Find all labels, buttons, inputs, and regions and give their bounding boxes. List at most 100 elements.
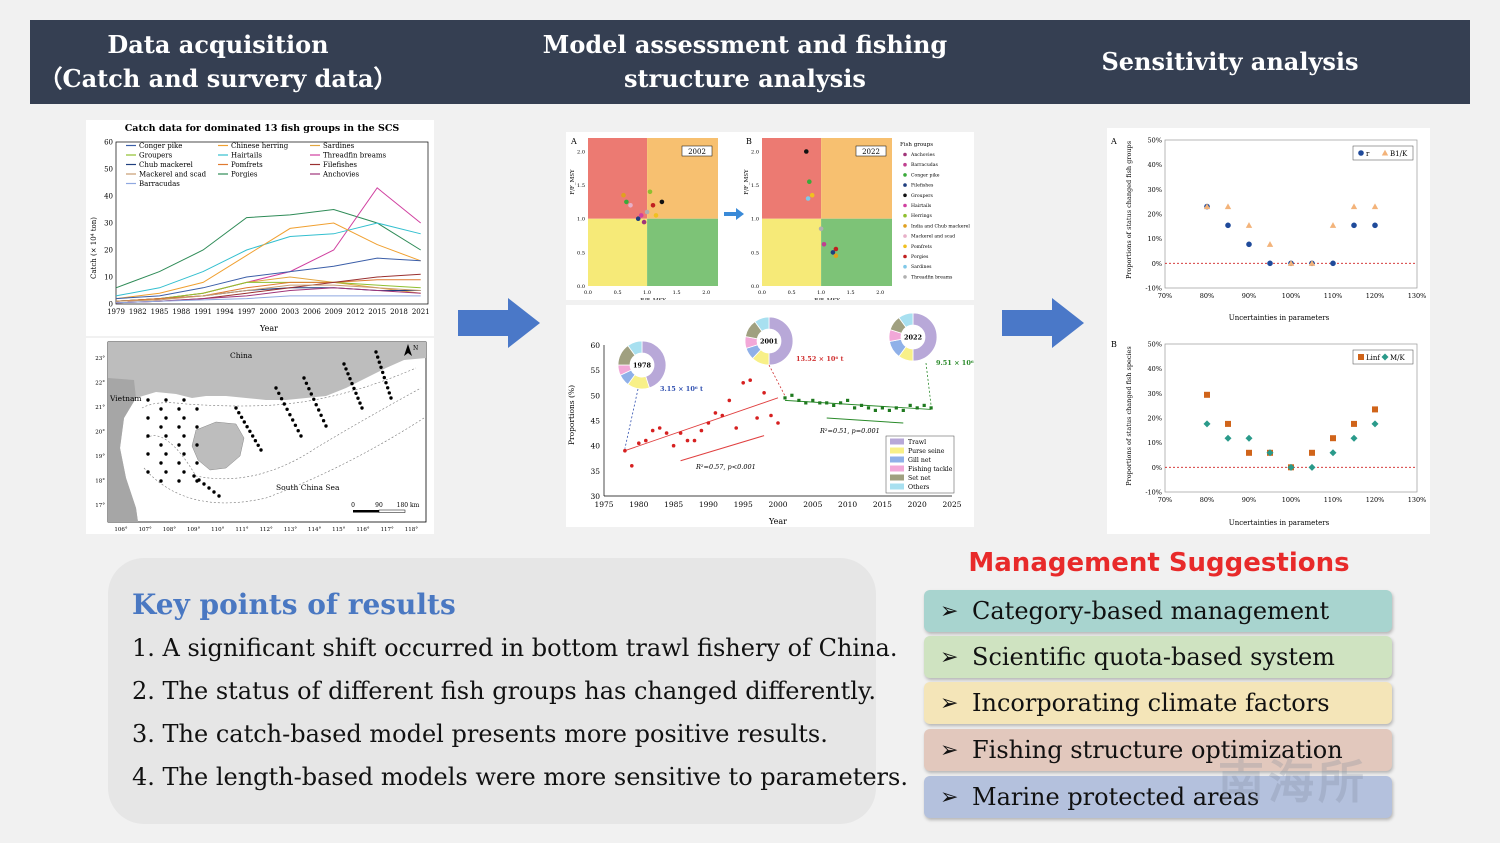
sens-xtick-label: 130% (1408, 496, 1427, 504)
chevron-icon: ➢ (940, 644, 959, 670)
prop-legend-label: Others (908, 484, 929, 491)
survey-station (379, 365, 383, 369)
donut-connector-1 (624, 388, 639, 449)
sens-marker-mk (1371, 420, 1379, 428)
survey-station (242, 420, 246, 424)
kobe-ytick-label: 1.0 (751, 217, 759, 223)
sensitivity-charts: A B Proportions of status changed fish g… (1110, 137, 1427, 528)
sens-a-xlabel: Uncertainties in parameters (1229, 314, 1330, 322)
prop-point-late (818, 401, 822, 405)
key-points-title: Key points of results (132, 588, 456, 621)
kobe-xtick-label: 0.5 (788, 290, 796, 296)
survey-station (195, 425, 199, 429)
survey-station (354, 391, 358, 395)
kobe-xtick-label: 1.5 (847, 290, 855, 296)
survey-station (182, 398, 186, 402)
survey-station (324, 424, 328, 428)
survey-station (346, 372, 350, 376)
survey-station (342, 362, 346, 366)
survey-station (164, 416, 168, 420)
survey-station (304, 381, 309, 385)
suggestion-quota: ➢ Scientific quota-based system (924, 636, 1392, 678)
kobe-point (818, 226, 824, 232)
sens-b-xlabel: Uncertainties in parameters (1229, 519, 1330, 527)
mainland-china (108, 342, 426, 522)
kobe-xtick-label: 2.0 (876, 290, 884, 296)
key-point-4: 4. The length-based models were more sen… (132, 763, 908, 791)
survey-station (389, 396, 393, 400)
donut-slice (627, 340, 643, 356)
catch-xtick-label: 1982 (129, 308, 147, 316)
sens-panel-a-label: A (1110, 137, 1117, 146)
kobe-xtick-label: 0.0 (758, 290, 766, 296)
donut-slice (898, 312, 914, 328)
header-data-acquisition: Data acquisition （Catch and survery data） (30, 20, 406, 104)
survey-station (312, 397, 316, 401)
suggestion-label: Scientific quota-based system (972, 643, 1335, 671)
survey-station (293, 423, 298, 427)
sens-marker-mk (1245, 434, 1253, 442)
trawl-proportion-chart: Proportions (%) Year 30 35 40 45 50 55 60 1975 1… (567, 312, 979, 526)
catch-chart-title: Catch data for dominated 13 fish groups … (125, 123, 400, 134)
map-lat-label: 17° (95, 503, 105, 509)
kobe-plots: A B 2002 0.0 0.5 1.0 1.5 2.0 0.0 0.5 1.0 1.5 2.0 B/… (570, 137, 970, 304)
kobe-xtick-label: 2.0 (702, 290, 710, 296)
scale-label-180: 180 km (397, 502, 420, 509)
survey-station (256, 443, 260, 447)
sens-marker-b1k (1350, 203, 1358, 210)
sens-marker-linf (1372, 406, 1378, 413)
kobe-xlabel: B/B_MSY (640, 298, 666, 300)
management-title: Management Suggestions (968, 548, 1350, 578)
sens-legend-label: B1/K (1390, 150, 1408, 158)
donut-year-label: 1978 (633, 362, 652, 370)
kobe-ytick-label: 1.0 (577, 217, 585, 223)
catch-series-line (115, 208, 421, 289)
suggestion-label: Marine protected areas (972, 783, 1260, 811)
map-label-sea: South China Sea (276, 483, 340, 492)
prop-legend-swatch (890, 474, 904, 481)
sens-ytick-label: 10% (1148, 235, 1162, 243)
sens-ytick-label: 30% (1148, 390, 1162, 398)
survey-station (384, 381, 388, 385)
survey-station (251, 434, 255, 438)
key-point-1: 1. A significant shift occurred in botto… (132, 634, 898, 662)
prop-ytick-label: 45 (590, 417, 600, 426)
sens-ytick-label: 20% (1148, 211, 1162, 219)
sens-marker-b1k (1381, 149, 1389, 156)
catch-legend-label: Mackerel and scad (139, 171, 207, 179)
survey-station (360, 406, 364, 410)
donut-slice (912, 312, 938, 362)
kobe-legend-label: India and Chub mackerel (911, 223, 970, 229)
catch-legend-label: Hairtails (231, 152, 262, 160)
kobe-legend-label: Anchovies (910, 152, 935, 158)
survey-station (195, 443, 199, 447)
kobe-point (641, 219, 647, 225)
sens-marker-linf (1246, 449, 1252, 456)
sens-marker-linf (1358, 354, 1364, 360)
prop-point-early (699, 428, 704, 433)
survey-station (321, 419, 326, 423)
chevron-icon: ➢ (940, 784, 959, 810)
survey-station (177, 425, 181, 429)
suggestion-category: ➢ Category-based management (924, 590, 1392, 632)
catch-ytick-label: 50 (104, 166, 113, 174)
prop-point-early (685, 438, 690, 443)
survey-station (195, 461, 199, 465)
catch-chart-xlabel: Year (259, 324, 278, 333)
prop-xtick-label: 1985 (664, 500, 683, 509)
survey-station (182, 452, 186, 456)
catch-series-line (115, 222, 421, 297)
catch-xtick-label: 1994 (216, 308, 234, 316)
survey-station (358, 401, 362, 405)
map-label-china: China (230, 351, 253, 360)
donut-year-label: 2022 (904, 334, 922, 342)
catch-legend-label: Sardines (323, 142, 355, 150)
sens-ytick-label: 10% (1148, 439, 1162, 447)
survey-station (299, 434, 303, 438)
kobe-arrow-icon (724, 208, 744, 220)
sens-xtick-label: 110% (1324, 496, 1343, 504)
donut-connector-3 (925, 362, 932, 406)
prop-point-late (894, 406, 898, 410)
map-label-vietnam: Vietnam (109, 394, 142, 403)
kobe-xlabel: B/B_MSY (814, 298, 840, 300)
